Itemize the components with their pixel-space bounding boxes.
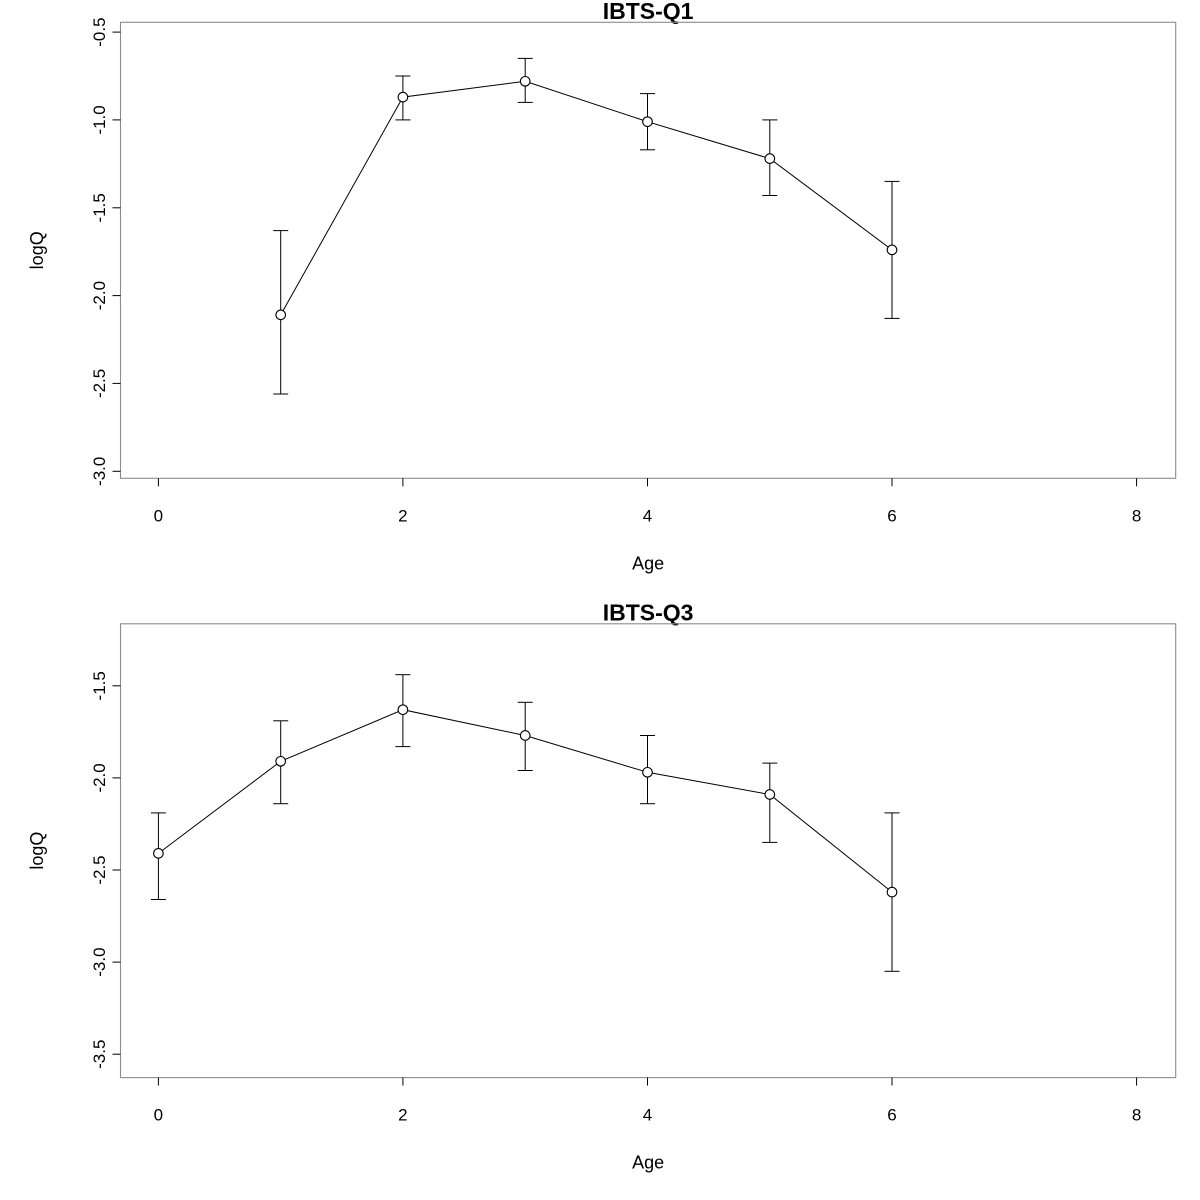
svg-text:-2.0: -2.0 <box>90 281 109 310</box>
svg-text:IBTS-Q3: IBTS-Q3 <box>603 600 694 625</box>
svg-text:6: 6 <box>887 507 896 526</box>
svg-text:-0.5: -0.5 <box>90 17 109 46</box>
svg-text:4: 4 <box>643 507 652 526</box>
svg-text:-3.0: -3.0 <box>90 947 109 976</box>
svg-text:4: 4 <box>643 1106 652 1125</box>
svg-text:Age: Age <box>632 553 664 573</box>
svg-text:IBTS-Q1: IBTS-Q1 <box>603 0 694 24</box>
svg-text:2: 2 <box>398 507 407 526</box>
svg-text:-3.5: -3.5 <box>90 1040 109 1069</box>
svg-text:8: 8 <box>1132 507 1141 526</box>
svg-text:-2.5: -2.5 <box>90 369 109 398</box>
svg-text:-1.5: -1.5 <box>90 193 109 222</box>
svg-text:-1.5: -1.5 <box>90 671 109 700</box>
svg-text:0: 0 <box>154 1106 163 1125</box>
svg-text:-3.0: -3.0 <box>90 457 109 486</box>
svg-text:8: 8 <box>1132 1106 1141 1125</box>
svg-text:logQ: logQ <box>27 832 47 870</box>
svg-text:logQ: logQ <box>27 231 47 269</box>
svg-text:0: 0 <box>154 507 163 526</box>
svg-text:Age: Age <box>632 1153 664 1173</box>
svg-text:2: 2 <box>398 1106 407 1125</box>
svg-text:-2.0: -2.0 <box>90 763 109 792</box>
svg-text:-2.5: -2.5 <box>90 855 109 884</box>
svg-text:-1.0: -1.0 <box>90 105 109 134</box>
svg-text:6: 6 <box>887 1106 896 1125</box>
